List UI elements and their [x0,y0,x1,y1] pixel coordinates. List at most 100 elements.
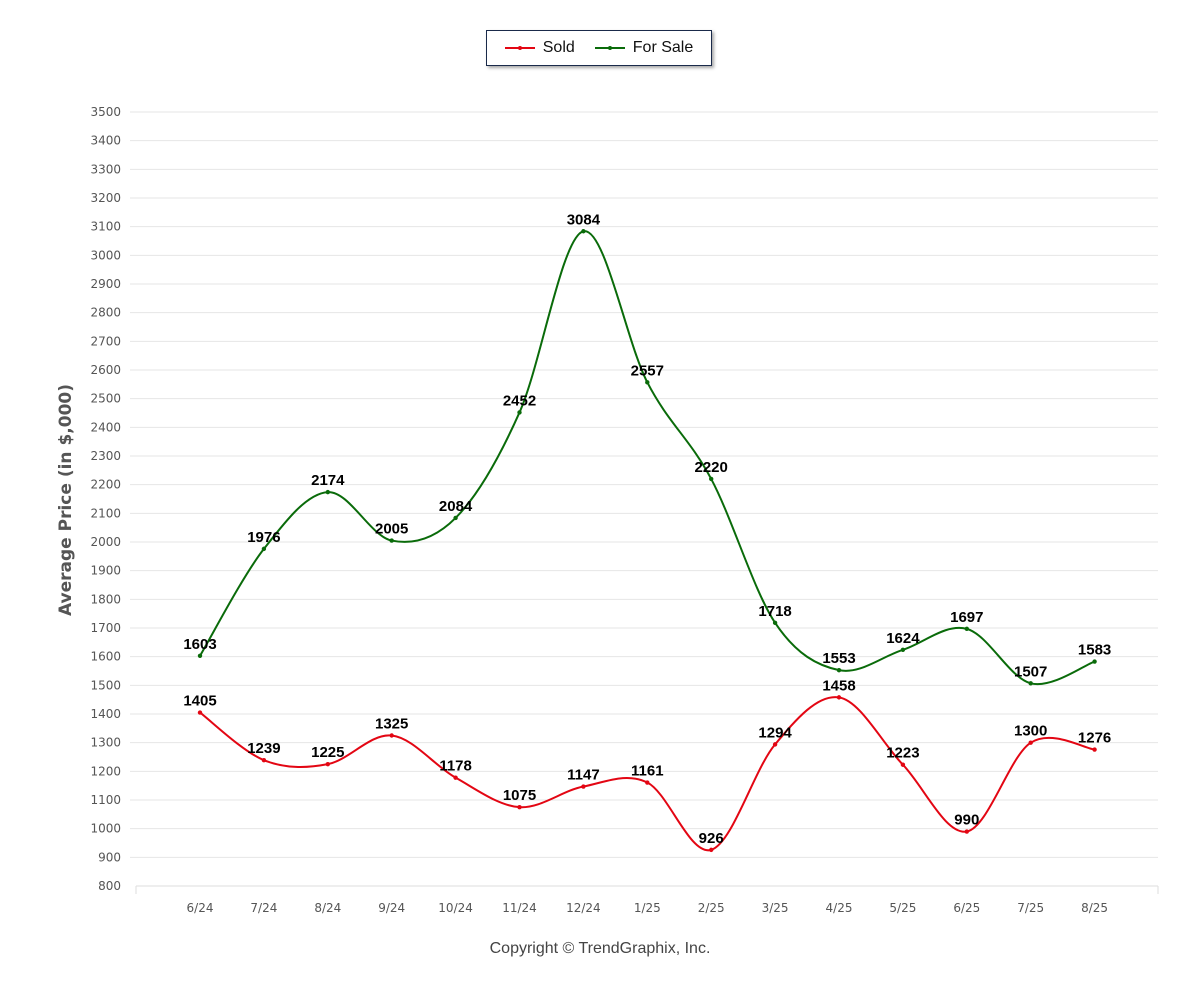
x-tick-label: 3/25 [762,901,789,915]
y-tick-label: 2600 [90,363,121,377]
data-point-for-sale [964,626,969,632]
data-label-sold: 1075 [503,787,536,804]
data-point-for-sale [836,667,842,673]
y-tick-label: 1000 [90,822,121,836]
y-tick-label: 2200 [90,478,121,492]
data-label-for-sale: 1507 [1014,663,1047,680]
data-point-for-sale [645,380,650,385]
data-point-sold [836,695,842,700]
data-point-sold [197,710,203,715]
x-tick-label: 2/25 [698,901,725,915]
data-label-for-sale: 1718 [758,603,791,620]
y-tick-label: 2900 [90,277,121,291]
y-tick-label: 3100 [90,220,121,234]
data-point-for-sale [517,410,522,415]
x-tick-label: 5/25 [889,901,916,915]
data-label-sold: 1325 [375,716,408,733]
data-label-for-sale: 2220 [695,459,728,476]
data-label-sold: 1458 [822,677,855,694]
y-tick-label: 3200 [90,191,121,205]
data-point-sold [261,757,267,763]
x-tick-label: 7/25 [1017,901,1044,915]
legend-item-sold[interactable]: Sold [504,39,575,57]
data-label-for-sale: 1976 [247,529,280,546]
data-label-for-sale: 2005 [375,521,408,538]
y-tick-label: 900 [98,850,121,864]
data-label-sold: 1225 [311,744,344,761]
y-tick-label: 3300 [90,162,121,176]
x-tick-label: 11/24 [502,901,537,915]
data-point-for-sale [325,489,330,495]
y-tick-label: 1200 [90,764,121,778]
series [197,229,1097,853]
y-tick-label: 1600 [90,650,121,664]
y-tick-label: 3500 [90,105,121,119]
legend-label-for-sale: For Sale [632,39,694,56]
legend-label-sold: Sold [542,39,575,56]
x-tick-label: 6/24 [187,901,214,915]
data-label-for-sale: 1603 [183,636,216,653]
y-tick-label: 1500 [90,678,121,692]
data-label-sold: 1161 [631,763,664,780]
y-tick-label: 1700 [90,621,121,635]
x-tick-label: 4/25 [826,901,853,915]
axes: 800 900 1000 1100 1200 1300 1400 1500 1600 1700 18… [90,105,1159,915]
data-label-sold: 1239 [247,740,280,757]
y-tick-label: 2400 [90,420,121,434]
data-label-sold: 1178 [439,758,472,775]
data-point-sold [517,804,522,810]
data-point-for-sale [772,620,778,626]
data-point-sold [772,742,778,747]
x-tick-label: 7/24 [250,901,277,915]
x-tick-label: 9/24 [378,901,405,915]
y-tick-label: 3000 [90,248,121,262]
data-point-sold [1092,747,1097,752]
data-label-sold: 1276 [1078,730,1111,747]
series-line-for-sale [199,230,1095,686]
copyright-footer: Copyright © TrendGraphix, Inc. [489,940,711,957]
data-label-for-sale: 3084 [567,211,601,228]
data-point-sold [709,847,714,853]
data-label-for-sale: 2174 [311,472,345,489]
legend-swatch-for-sale [594,46,625,50]
data-point-for-sale [453,515,458,521]
data-point-sold [645,780,650,785]
legend: Sold For Sale [486,30,712,66]
data-point-sold [964,829,969,834]
series-line-sold [199,696,1095,851]
legend-item-for-sale[interactable]: For Sale [594,39,694,57]
data-label-sold: 1223 [886,745,919,762]
y-tick-label: 2700 [90,334,121,348]
data-point-for-sale [1092,659,1097,664]
data-label-sold: 990 [954,812,979,829]
data-label-sold: 926 [699,830,724,847]
data-label-for-sale: 1583 [1078,642,1111,659]
data-point-sold [900,762,906,767]
y-tick-label: 1800 [90,592,121,606]
data-point-for-sale [900,647,906,652]
data-label-sold: 1294 [758,724,792,741]
y-tick-label: 1400 [90,707,121,721]
data-label-sold: 1405 [183,693,216,710]
data-point-for-sale [1028,681,1033,686]
data-point-for-sale [709,476,714,482]
data-label-for-sale: 1624 [886,630,920,647]
data-point-for-sale [197,653,203,659]
y-tick-label: 800 [98,879,121,893]
x-tick-label: 8/24 [314,901,341,915]
data-labels: 1405 1239 1225 1325 1178 1075 1147 1161 926 1294 1… [183,211,1111,847]
data-point-for-sale [261,546,267,552]
y-tick-label: 1100 [90,793,121,807]
x-tick-label: 10/24 [438,901,473,915]
data-point-sold [1028,740,1033,745]
legend-swatch-sold [504,46,535,50]
y-tick-label: 2500 [90,392,121,406]
data-label-for-sale: 2557 [631,362,664,379]
x-tick-label: 8/25 [1081,901,1108,915]
data-label-for-sale: 1553 [822,650,855,667]
data-label-for-sale: 1697 [950,609,983,626]
data-point-for-sale [389,538,394,543]
y-tick-label: 2300 [90,449,121,463]
